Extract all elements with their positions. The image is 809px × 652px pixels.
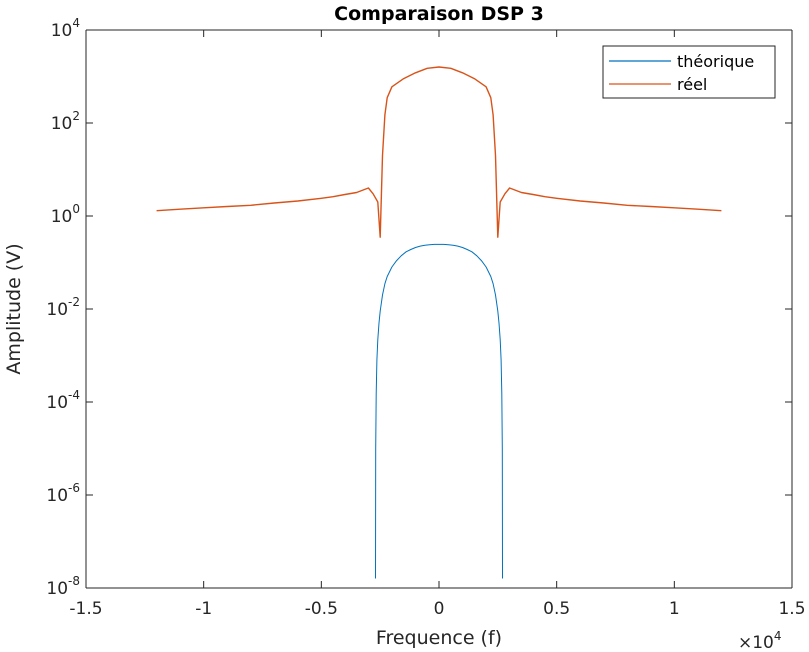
ticks-layer: -1.5 -1 -0.5 0 0.5 1 1.5 10-8 10-6 10-4 10-2 100 102… [46,16,805,619]
x-axis-label: Frequence (f) [376,627,502,649]
x-axis-multiplier: ×104 [738,629,782,652]
legend: théorique réel [602,45,776,99]
y-tick-label: 10-8 [46,574,80,599]
y-tick-label: 10-4 [46,388,80,413]
legend-label-theorique: théorique [677,52,754,71]
y-axis-label: Amplitude (V) [3,243,25,374]
chart-title: Comparaison DSP 3 [334,3,544,25]
legend-box [602,45,776,99]
series-line-reel [156,66,722,238]
y-tick-label: 100 [51,202,80,227]
legend-label-reel: réel [677,75,707,94]
series-layer [156,66,722,579]
y-tick-label: 10-2 [46,295,80,320]
y-tick-label: 102 [51,109,80,134]
x-tick-label: -1.5 [69,599,102,619]
y-tick-label: 104 [51,16,80,41]
y-tick-label: 10-6 [46,481,80,506]
series-line-theorique [375,243,503,579]
x-tick-label: -1 [195,599,212,619]
x-tick-label: 1.5 [778,599,805,619]
x-tick-label: 0 [434,599,445,619]
x-tick-label: -0.5 [305,599,338,619]
x-tick-label: 1 [669,599,680,619]
x-tick-label: 0.5 [543,599,570,619]
plot-area [86,30,792,588]
